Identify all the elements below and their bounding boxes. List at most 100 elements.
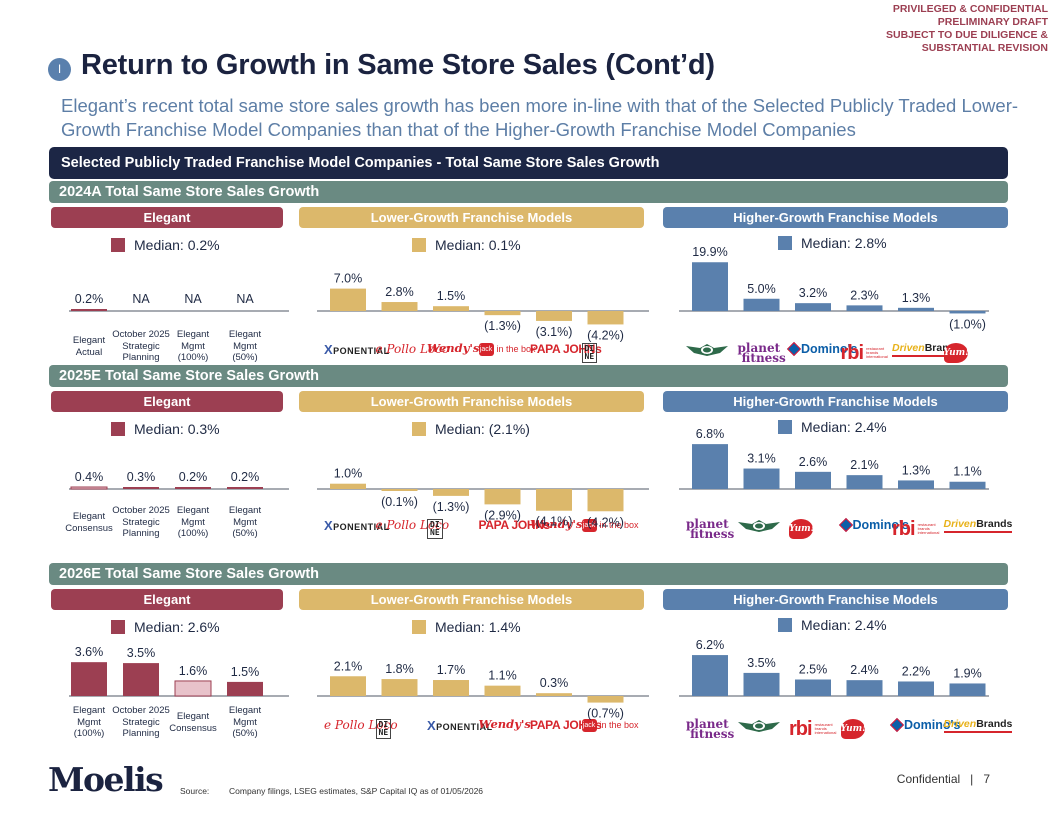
median-label: Median: 2.4% [801, 419, 887, 435]
category-label-line: Elegant [72, 511, 106, 522]
median-legend-elegant: Median: 0.2% [111, 237, 220, 253]
bar-higher [743, 298, 780, 311]
logo-yum: Yum! [943, 343, 969, 363]
confidentiality-notice: PRIVILEGED & CONFIDENTIAL PRELIMINARY DR… [886, 3, 1048, 55]
category-label-line: Elegant [176, 711, 210, 722]
chart-block-2026e: 2026E Total Same Store Sales Growth Elega… [49, 563, 1013, 763]
logo-driven-brands: DrivenBrands [892, 343, 961, 357]
logo-jack-in-the-box: jack in the box [581, 519, 639, 532]
logo-rbi: rbi restaurant brands international [789, 718, 837, 740]
legend-swatch [412, 238, 426, 252]
category-label-line: October 2025 [112, 329, 170, 340]
logo-planet-fitness: planet fitness [686, 517, 735, 541]
category-label: October 2025 Strategic Planning [111, 705, 171, 740]
logo-el-pollo-loco: e Pollo Loco [375, 342, 450, 356]
legend-swatch [778, 236, 792, 250]
notice-line: SUBJECT TO DUE DILIGENCE & [886, 29, 1048, 41]
year-header: 2024A Total Same Store Sales Growth [49, 181, 1008, 203]
chart-block-2025e: 2025E Total Same Store Sales Growth Elega… [49, 365, 1013, 565]
category-label-line: Elegant [176, 329, 210, 340]
group-header-elegant: Elegant [51, 391, 283, 412]
category-label-line: Mgmt [77, 716, 101, 728]
bar-elegant [71, 309, 107, 311]
bar-higher [692, 655, 728, 696]
category-label: October 2025 Strategic Planning [111, 329, 171, 364]
logo-el-pollo-loco: e Pollo Loco [375, 518, 450, 532]
data-label: NA [184, 292, 202, 306]
median-legend-higher: Median: 2.8% [778, 235, 887, 251]
data-label: 0.3% [540, 676, 569, 690]
group-header-lower: Lower-Growth Franchise Models [299, 207, 644, 228]
bar-higher [846, 680, 883, 696]
median-label: Median: 1.4% [435, 619, 521, 635]
data-label: 3.2% [799, 286, 828, 300]
group-header-lower: Lower-Growth Franchise Models [299, 589, 644, 610]
data-label: 2.4% [850, 663, 879, 677]
data-label: 2.5% [799, 663, 828, 677]
data-label: (0.7%) [587, 707, 624, 721]
category-label-line: (100%) [73, 728, 105, 739]
logo-jack-in-the-box: jack in the box [478, 343, 536, 356]
bar-higher [795, 303, 831, 311]
confidential-label: Confidential [896, 772, 961, 786]
legend-swatch [111, 422, 125, 436]
logo-yum: Yum! [789, 519, 815, 539]
bar-chart: 0.2% NA NA NA 7.0% 2.8% 1.5% (1.3%) (3.1%) (4.2%)… [69, 245, 989, 342]
data-label: (3.1%) [536, 325, 573, 339]
data-label: 1.7% [437, 663, 466, 677]
notice-line: PRIVILEGED & CONFIDENTIAL [892, 3, 1048, 15]
bar-elegant [123, 663, 159, 696]
legend-swatch [778, 618, 792, 632]
group-header-elegant: Elegant [51, 207, 283, 228]
section-badge: I [48, 58, 71, 81]
category-label: Elegant Consensus [59, 511, 119, 534]
bar-lower [484, 489, 521, 505]
bar-lower [484, 311, 521, 316]
category-label: Elegant Mgmt (100%) [163, 505, 223, 540]
logo-xponential: XPONENTIAL [427, 718, 493, 733]
category-label-line: Elegant [72, 335, 106, 346]
data-label: NA [236, 292, 254, 306]
logo-wingstop [737, 519, 780, 533]
bar-elegant [70, 486, 108, 490]
logo-dine-brands: DI NE [581, 343, 598, 363]
bar-higher [949, 481, 986, 489]
logo-dine-brands: DI NE [427, 519, 443, 539]
logo-planet-fitness: planet fitness [686, 717, 735, 741]
bar-elegant [71, 662, 107, 696]
main-section-header: Selected Publicly Traded Franchise Model… [49, 147, 1008, 179]
logo-xponential: XPONENTIAL [324, 342, 390, 357]
category-label-line: Strategic [122, 516, 160, 528]
data-label: 5.0% [747, 282, 776, 296]
category-label: Elegant Mgmt (50%) [215, 329, 275, 364]
bar-higher [743, 672, 780, 696]
logo-papa-john-s: PAPA JOHNs [530, 342, 602, 356]
bar-lower [536, 489, 572, 511]
data-label: (2.9%) [484, 508, 521, 522]
data-label: 2.3% [850, 288, 879, 302]
logo-papa-john-s: PAPA JOHNs [478, 518, 551, 532]
category-label-line: Mgmt [233, 340, 257, 352]
source-label: Source: [180, 786, 210, 796]
logo-driven-brands: DrivenBrands [943, 719, 1013, 733]
category-label-line: Consensus [65, 522, 113, 534]
data-label: 6.8% [696, 427, 725, 441]
bar-lower [330, 288, 366, 311]
bar-lower [433, 489, 469, 496]
category-label: Elegant Actual [59, 335, 119, 358]
bar-elegant [227, 487, 263, 489]
bar-lower [381, 302, 418, 311]
median-legend-higher: Median: 2.4% [778, 419, 887, 435]
data-label: (1.3%) [484, 319, 521, 333]
group-header-elegant: Elegant [51, 589, 283, 610]
median-label: Median: 0.2% [134, 237, 220, 253]
category-label-line: Actual [75, 346, 103, 358]
bar-lower [587, 489, 624, 512]
category-label: Elegant Consensus [163, 711, 223, 734]
data-label: 0.2% [179, 470, 208, 484]
bar-higher [692, 262, 728, 311]
bar-higher [949, 311, 986, 314]
notice-line: PRELIMINARY DRAFT [937, 16, 1048, 28]
category-label-line: Elegant [72, 705, 106, 716]
data-label: 0.3% [127, 470, 156, 484]
